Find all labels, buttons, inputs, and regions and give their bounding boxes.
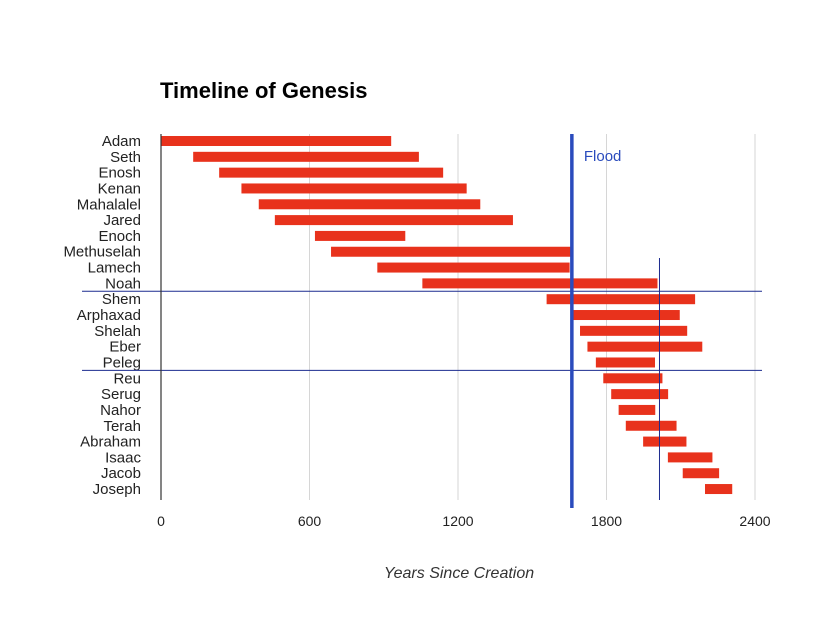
- y-label: Adam: [102, 133, 141, 150]
- overlay-lines: Flood: [82, 134, 762, 508]
- y-label: Reu: [113, 370, 141, 387]
- y-label: Kenan: [98, 180, 141, 197]
- flood-label: Flood: [584, 148, 622, 165]
- lifespan-bar: [161, 136, 392, 146]
- x-axis-title: Years Since Creation: [384, 565, 534, 582]
- chart-title: Timeline of Genesis: [160, 78, 367, 103]
- bars-group: [161, 136, 733, 495]
- lifespan-bar: [667, 452, 713, 463]
- y-label: Noah: [105, 275, 141, 292]
- lifespan-bar: [422, 278, 658, 289]
- x-tick-label: 1800: [591, 513, 622, 529]
- lifespan-bar: [219, 167, 444, 178]
- lifespan-bar: [625, 420, 677, 431]
- lifespan-bar: [314, 230, 406, 241]
- y-label: Peleg: [103, 354, 141, 371]
- lifespan-bar: [546, 294, 696, 305]
- x-tick-label: 600: [298, 513, 322, 529]
- y-label: Jared: [103, 212, 141, 229]
- lifespan-bar: [258, 199, 481, 210]
- lifespan-bar: [682, 468, 720, 479]
- y-label: Lamech: [88, 260, 141, 277]
- y-label: Nahor: [100, 402, 141, 419]
- y-label: Eber: [109, 339, 141, 356]
- lifespan-bar: [571, 310, 680, 321]
- y-label: Arphaxad: [77, 307, 141, 324]
- x-tick-label: 2400: [739, 513, 770, 529]
- y-label: Seth: [110, 149, 141, 166]
- lifespan-bar: [331, 246, 571, 257]
- lifespan-bar: [611, 389, 669, 400]
- lifespan-bar: [595, 357, 656, 368]
- y-label: Mahalalel: [77, 196, 141, 213]
- y-label: Methuselah: [63, 244, 141, 261]
- x-axis-ticks: 0 600 1200 1800 2400: [157, 513, 771, 529]
- y-label: Shem: [102, 291, 141, 308]
- y-label: Enoch: [98, 228, 141, 245]
- lifespan-bar: [377, 262, 570, 273]
- lifespan-bar: [587, 341, 703, 352]
- lifespan-bar: [643, 436, 687, 447]
- lifespan-bar: [603, 373, 663, 384]
- lifespan-bar: [618, 404, 656, 415]
- x-tick-label: 0: [157, 513, 165, 529]
- x-tick-label: 1200: [442, 513, 473, 529]
- y-label: Terah: [103, 418, 141, 435]
- y-axis-labels: AdamSethEnoshKenanMahalalelJaredEnochMet…: [63, 133, 141, 498]
- y-label: Jacob: [101, 465, 141, 482]
- lifespan-bar: [274, 215, 513, 226]
- y-label: Shelah: [94, 323, 141, 340]
- lifespan-bar: [580, 325, 688, 336]
- y-label: Isaac: [105, 449, 141, 466]
- y-label: Abraham: [80, 434, 141, 451]
- lifespan-bar: [705, 484, 733, 495]
- lifespan-bar: [241, 183, 467, 194]
- y-label: Joseph: [93, 481, 141, 498]
- y-label: Serug: [101, 386, 141, 403]
- y-label: Enosh: [98, 165, 141, 182]
- lifespan-bar: [193, 151, 419, 162]
